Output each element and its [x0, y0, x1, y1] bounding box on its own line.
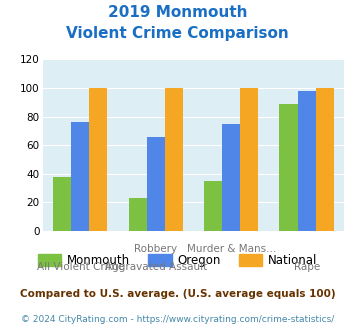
Text: All Violent Crime: All Violent Crime	[37, 262, 124, 272]
Bar	[204, 181, 222, 231]
Text: Compared to U.S. average. (U.S. average equals 100): Compared to U.S. average. (U.S. average …	[20, 289, 335, 299]
Bar	[222, 124, 240, 231]
Text: Aggravated Assault: Aggravated Assault	[105, 262, 207, 272]
Bar	[316, 88, 334, 231]
Text: Murder & Mans...: Murder & Mans...	[187, 244, 276, 254]
Bar	[165, 88, 183, 231]
Bar	[297, 91, 316, 231]
Text: Robbery: Robbery	[134, 244, 177, 254]
Bar	[129, 198, 147, 231]
Bar	[89, 88, 108, 231]
Text: Violent Crime Comparison: Violent Crime Comparison	[66, 26, 289, 41]
Bar	[53, 177, 71, 231]
Legend: Monmouth, Oregon, National: Monmouth, Oregon, National	[33, 249, 322, 272]
Bar	[240, 88, 258, 231]
Text: © 2024 CityRating.com - https://www.cityrating.com/crime-statistics/: © 2024 CityRating.com - https://www.city…	[21, 315, 334, 324]
Text: Rape: Rape	[294, 262, 320, 272]
Text: 2019 Monmouth: 2019 Monmouth	[108, 5, 247, 20]
Bar	[147, 137, 165, 231]
Bar	[71, 122, 89, 231]
Bar	[279, 104, 297, 231]
